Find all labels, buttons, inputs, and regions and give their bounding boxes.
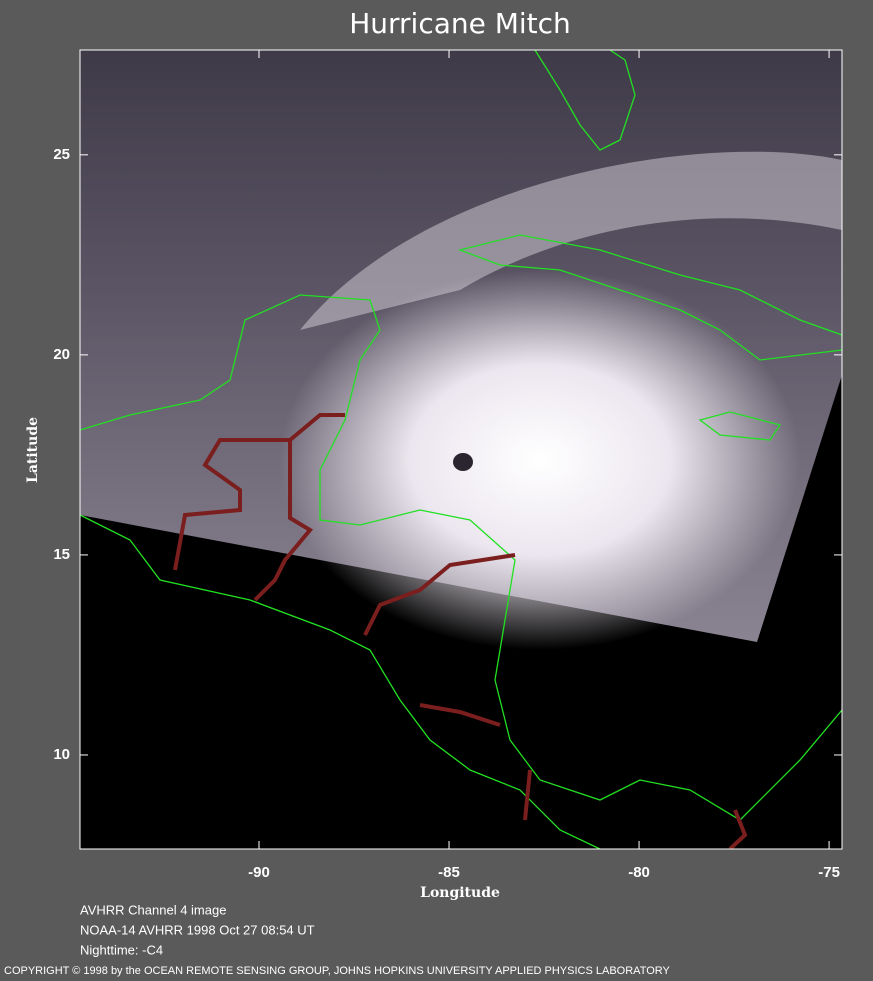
hurricane-eye: [453, 453, 473, 471]
caption: NOAA-14 AVHRR 1998 Oct 27 08:54 UT: [80, 922, 315, 937]
caption: Nighttime: -C4: [80, 942, 163, 957]
y-tick-label: 20: [53, 346, 70, 363]
satellite-image: [80, 50, 842, 849]
plot-frame: [79, 49, 843, 850]
cloud-band: [300, 151, 842, 330]
hurricane-clouds: [280, 270, 800, 650]
caption: AVHRR Channel 4 image: [80, 902, 226, 917]
x-tick-label: -90: [248, 864, 270, 881]
title: Hurricane Mitch: [349, 7, 571, 40]
y-tick-label: 25: [53, 146, 70, 163]
y-tick-label: 15: [53, 546, 70, 563]
y-tick-label: 10: [53, 746, 70, 763]
x-tick-label: -85: [438, 864, 460, 881]
axes: -90 -85 -80 -75 10 15 20 25: [53, 50, 842, 881]
y-axis-label: Latitude: [25, 417, 41, 483]
x-tick-label: -80: [628, 864, 650, 881]
borders: [173, 413, 748, 849]
x-tick-label: -75: [818, 864, 840, 881]
x-axis-label: Longitude: [420, 885, 500, 901]
copyright: COPYRIGHT © 1998 by the OCEAN REMOTE SEN…: [4, 965, 671, 977]
